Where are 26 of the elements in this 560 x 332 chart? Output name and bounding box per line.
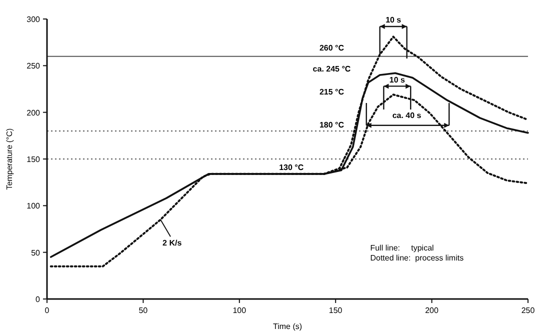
annotation: 10 s bbox=[389, 75, 406, 84]
y-tick-label: 100 bbox=[26, 202, 41, 211]
annotation: Full line: typical bbox=[370, 243, 434, 252]
annotation: ca. 40 s bbox=[392, 110, 422, 120]
annotation: 180 °C bbox=[319, 120, 344, 130]
y-tick-label: 150 bbox=[26, 155, 41, 164]
x-axis-title: Time (s) bbox=[272, 322, 302, 331]
annotation: 2 K/s bbox=[162, 238, 182, 248]
annotation: 130 °C bbox=[279, 162, 304, 172]
annotation: ca. 245 °C bbox=[312, 64, 351, 74]
x-tick-label: 100 bbox=[232, 306, 247, 315]
y-tick-label: 200 bbox=[26, 108, 41, 118]
annotation: 10 s bbox=[386, 15, 402, 24]
x-tick-label: 0 bbox=[44, 306, 50, 315]
y-tick-label: 300 bbox=[26, 15, 41, 24]
annotation: 260 °C bbox=[319, 44, 344, 53]
x-tick-label: 200 bbox=[425, 306, 440, 315]
annotation: 215 °C bbox=[319, 88, 344, 97]
annotation: Dotted line: process limits bbox=[370, 254, 464, 263]
x-tick-label: 150 bbox=[328, 306, 343, 315]
y-tick-label: 0 bbox=[36, 295, 41, 304]
y-axis-title: Temperature (°C) bbox=[5, 128, 14, 190]
y-tick-label: 50 bbox=[31, 248, 41, 258]
x-tick-label: 250 bbox=[521, 306, 536, 315]
x-tick-label: 50 bbox=[138, 306, 148, 315]
y-tick-label: 250 bbox=[26, 62, 41, 71]
